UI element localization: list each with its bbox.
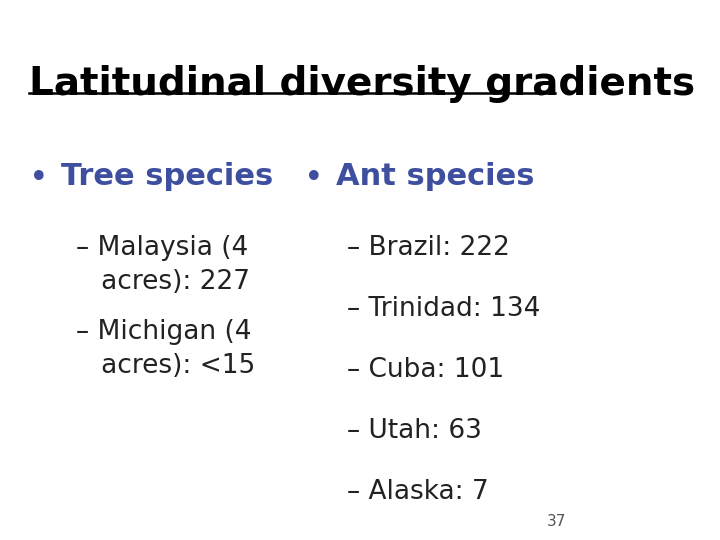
Text: 37: 37 — [547, 514, 567, 529]
Text: – Trinidad: 134: – Trinidad: 134 — [348, 296, 541, 322]
Text: – Utah: 63: – Utah: 63 — [348, 418, 482, 444]
Text: •: • — [304, 162, 323, 195]
Text: •: • — [30, 162, 49, 195]
Text: Ant species: Ant species — [336, 162, 534, 191]
Text: Tree species: Tree species — [61, 162, 274, 191]
Text: – Brazil: 222: – Brazil: 222 — [348, 235, 510, 261]
Text: – Cuba: 101: – Cuba: 101 — [348, 357, 505, 383]
Text: – Michigan (4
   acres): <15: – Michigan (4 acres): <15 — [76, 319, 255, 379]
Text: – Alaska: 7: – Alaska: 7 — [348, 479, 489, 505]
Text: – Malaysia (4
   acres): 227: – Malaysia (4 acres): 227 — [76, 235, 250, 295]
Text: Latitudinal diversity gradients: Latitudinal diversity gradients — [30, 65, 696, 103]
